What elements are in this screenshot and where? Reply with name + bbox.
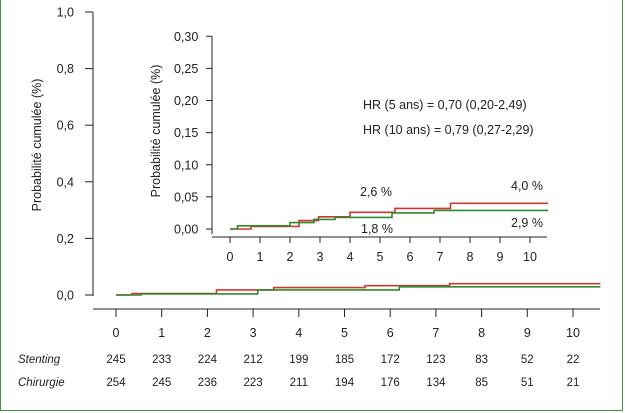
risk-table-cell: 199 — [289, 354, 308, 366]
risk-table-cell: 85 — [475, 377, 488, 389]
risk-table-cell: 185 — [335, 354, 354, 366]
inset-y-tick-label: 0,25 — [174, 62, 198, 76]
inset-y-tick-label: 0,30 — [174, 30, 198, 44]
risk-table-cell: 224 — [198, 354, 218, 366]
risk-table: Stenting 245 233 224 212 199 185 172 123 83 52 22 Ch… — [18, 354, 579, 389]
main-series-line-2 — [116, 285, 601, 296]
risk-table-cell: 51 — [521, 377, 534, 389]
main-x-tick-label: 0 — [113, 326, 120, 340]
risk-table-cell: 123 — [426, 354, 445, 366]
inset-label-2-6: 2,6 % — [360, 185, 392, 199]
inset-x-tick-label: 6 — [407, 250, 414, 264]
inset-y-tick-label: 0,00 — [174, 223, 198, 237]
inset-y-tick-label: 0,15 — [174, 126, 198, 140]
risk-table-cell: 212 — [244, 354, 263, 366]
risk-table-cell: 245 — [106, 354, 125, 366]
risk-table-cell: 172 — [381, 354, 400, 366]
risk-table-cell: 223 — [244, 377, 263, 389]
risk-table-cell: 194 — [335, 377, 355, 389]
main-x-tick-label: 8 — [478, 326, 485, 340]
inset-y-tick-label: 0,05 — [174, 190, 198, 204]
inset-x-tick-label: 2 — [287, 250, 294, 264]
risk-table-cell: 83 — [475, 354, 488, 366]
inset-x-tick-label: 9 — [497, 250, 504, 264]
risk-table-cell: 233 — [152, 354, 171, 366]
inset-series — [230, 202, 548, 230]
main-x-tick-label: 5 — [341, 326, 348, 340]
inset-x-tick-label: 3 — [317, 250, 324, 264]
inset-label-4-0: 4,0 % — [511, 179, 543, 193]
main-y-tick-label: 1,0 — [57, 6, 74, 20]
inset-x-tick-label: 4 — [347, 250, 354, 264]
main-x-tick-label: 1 — [158, 326, 165, 340]
main-y-tick-label: 0,6 — [57, 119, 74, 133]
hr-10-ans: HR (10 ans) = 0,79 (0,27-2,29) — [363, 123, 534, 137]
risk-table-cell: 211 — [290, 377, 308, 389]
risk-table-cell: 22 — [567, 354, 580, 366]
inset-y-tick-label: 0,10 — [174, 158, 198, 172]
main-y-axis-label: Probabilité cumulée (%) — [30, 79, 44, 212]
main-chart: 0,00,20,40,60,81,0 0 1 2 3 4 5 6 7 8 9 10 Probabil… — [18, 6, 601, 389]
main-x-ticks: 0 1 2 3 4 5 6 7 8 9 10 — [113, 309, 580, 340]
hr-5-ans: HR (5 ans) = 0,70 (0,20-2,49) — [363, 98, 527, 112]
inset-chart: 0,00 0,05 0,10 0,15 0,20 0,25 0,30 0 1 2 3 4 5 6 7 8 9 1… — [149, 30, 548, 264]
risk-table-cell: 134 — [426, 377, 446, 389]
inset-x-tick-label: 5 — [377, 250, 384, 264]
risk-table-cell: 176 — [381, 377, 400, 389]
inset-x-ticks: 0 1 2 3 4 5 6 7 8 9 10 — [227, 237, 537, 264]
main-y-tick-label: 0,8 — [57, 62, 74, 76]
risk-table-row-label: Chirurgie — [18, 377, 65, 389]
inset-y-tick-label: 0,20 — [174, 94, 198, 108]
main-y-ticks: 0,0 0,2 0,4 0,6 0,8 1,0 — [57, 6, 93, 303]
inset-x-tick-label: 1 — [257, 250, 264, 264]
inset-y-ticks: 0,00 0,05 0,10 0,15 0,20 0,25 0,30 — [174, 30, 212, 237]
risk-table-cell: 236 — [198, 377, 217, 389]
main-x-tick-label: 4 — [295, 326, 302, 340]
risk-table-cell: 245 — [152, 377, 171, 389]
risk-table-row-label: Stenting — [18, 354, 61, 366]
inset-x-tick-label: 8 — [467, 250, 474, 264]
main-x-tick-label: 2 — [204, 326, 211, 340]
main-series-line-1 — [116, 282, 601, 296]
main-series — [116, 282, 601, 296]
main-x-tick-label: 6 — [387, 326, 394, 340]
risk-table-cell: 21 — [567, 377, 580, 389]
main-y-tick-label: 0,0 — [57, 289, 74, 303]
inset-x-tick-label: 7 — [437, 250, 444, 264]
main-x-tick-label: 10 — [566, 326, 580, 340]
main-x-tick-label: 3 — [250, 326, 257, 340]
main-y-tick-label: 0,2 — [57, 232, 74, 246]
main-x-tick-label: 7 — [432, 326, 439, 340]
inset-x-tick-label: 10 — [523, 250, 537, 264]
risk-table-cell: 254 — [106, 377, 126, 389]
main-x-tick-label: 9 — [524, 326, 531, 340]
inset-label-2-9: 2,9 % — [511, 216, 543, 230]
inset-y-axis-label: Probabilité cumulée (%) — [149, 65, 163, 198]
main-y-tick-label: 0,4 — [57, 175, 74, 189]
inset-x-tick-label: 0 — [227, 250, 234, 264]
risk-table-cell: 52 — [521, 354, 534, 366]
inset-label-1-8: 1,8 % — [361, 222, 393, 236]
inset-series-line-2 — [230, 209, 548, 230]
